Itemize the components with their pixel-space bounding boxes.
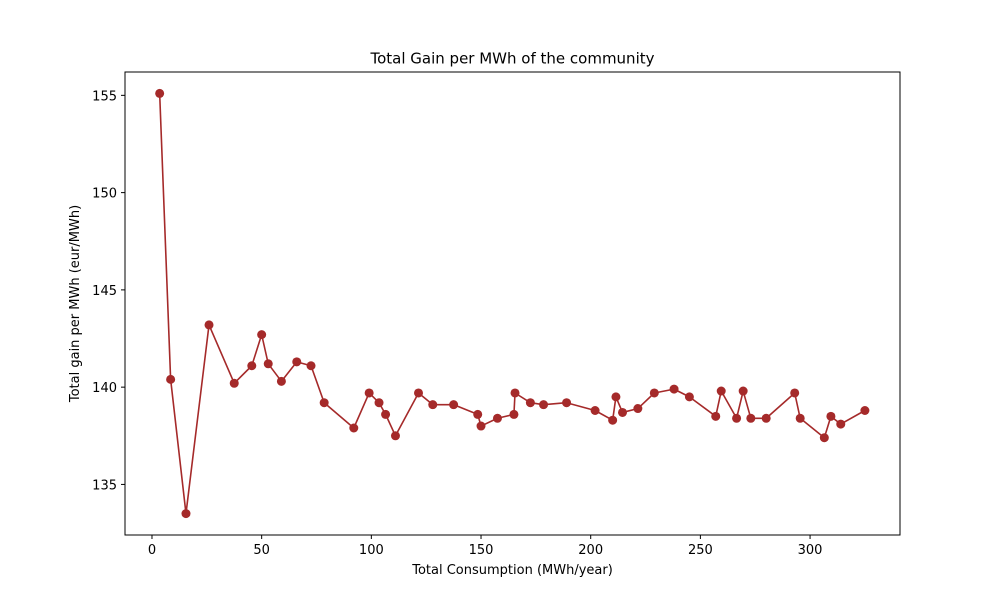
data-point [390,431,400,441]
data-point [684,392,694,402]
data-point [618,407,628,417]
chart-title: Total Gain per MWh of the community [370,50,655,68]
data-point [795,413,805,423]
data-point [181,509,191,519]
data-point [349,423,359,433]
data-point [836,419,846,429]
data-point [633,404,643,414]
data-point [449,400,459,410]
y-tick-label: 135 [92,478,117,493]
x-tick-label: 250 [688,543,713,558]
y-tick-label: 150 [92,187,117,202]
data-point [204,320,214,330]
data-point [716,386,726,396]
y-axis-label: Total gain per MWh (eur/MWh) [68,205,83,403]
data-point [166,374,176,384]
data-point [276,376,286,386]
y-tick-label: 155 [92,89,117,104]
data-point [492,413,502,423]
data-point [711,411,721,421]
data-point [860,406,870,415]
data-point [473,409,483,419]
data-point [525,398,535,408]
data-point [611,392,621,402]
data-point [649,388,659,398]
x-tick-label: 200 [578,543,603,558]
x-tick-label: 300 [798,543,823,558]
data-point [608,415,618,425]
data-point [306,361,316,371]
data-point [510,388,520,398]
x-tick-label: 50 [253,543,270,558]
y-axis: 135 140 145 150 155 [92,89,125,493]
y-tick-label: 145 [92,284,117,299]
data-point [374,398,384,408]
series-layer [155,88,870,519]
data-point [247,361,257,371]
data-point [292,357,302,367]
data-point [509,409,519,419]
data-point [263,359,273,369]
data-point [819,433,829,443]
data-point [790,388,800,398]
data-point [590,406,600,415]
data-point [669,384,679,394]
data-point [414,388,423,398]
data-point [257,330,267,340]
data-point [761,413,771,423]
x-axis: 0 50 100 150 200 250 300 [148,535,823,558]
data-point [826,411,836,421]
x-tick-label: 150 [469,543,494,558]
x-axis-label: Total Consumption (MWh/year) [411,563,613,578]
data-point [562,398,572,408]
x-tick-label: 100 [359,543,384,558]
x-tick-label: 0 [148,543,156,558]
data-point [539,400,549,410]
data-point [428,400,438,410]
data-point [319,398,329,408]
data-point [732,413,742,423]
data-point [476,421,486,431]
data-point [738,386,748,396]
data-point [746,413,756,423]
plot-area-frame [124,71,901,536]
data-point [364,388,374,398]
data-point [155,88,165,98]
data-point [381,409,391,419]
y-tick-label: 140 [92,381,117,396]
data-point [229,378,239,388]
